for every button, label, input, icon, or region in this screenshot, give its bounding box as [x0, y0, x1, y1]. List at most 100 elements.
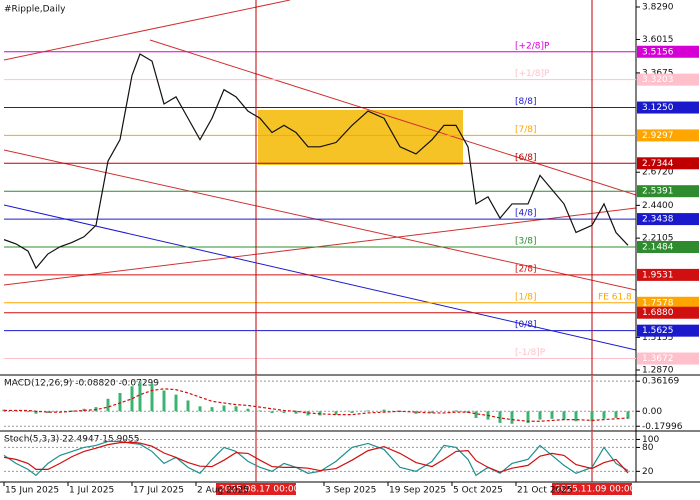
x-tick-label: 3 Sep 2025 [325, 486, 376, 496]
level-value-label: 1.3672 [642, 354, 674, 364]
y-tick-label: -0.17996 [642, 422, 683, 432]
level-name: [8/8] [515, 97, 537, 107]
histogram-bar [602, 411, 606, 419]
y-tick-label: 0.36169 [642, 377, 679, 387]
histogram-bar [118, 392, 122, 412]
histogram-bar [382, 409, 386, 412]
level-value-label: 2.1484 [642, 242, 674, 252]
macd-title: MACD(12,26,9) -0.08820 -0.07299 [4, 379, 159, 389]
level-value-label: 3.3203 [642, 75, 674, 85]
histogram-bar [186, 400, 190, 412]
y-tick-label: 80 [642, 443, 654, 453]
y-tick-label: 3.8290 [642, 2, 674, 12]
level-value-label: 1.9531 [642, 270, 674, 280]
histogram-bar [498, 411, 502, 423]
y-tick-label: 100 [642, 435, 659, 445]
level-value-label: 3.5156 [642, 47, 674, 57]
histogram-bar [526, 411, 530, 423]
histogram-bar [198, 406, 202, 412]
histogram-bar [614, 411, 618, 418]
histogram-bar [350, 411, 354, 413]
level-label-bg [637, 157, 699, 170]
annotation: FE 61.8 [598, 292, 632, 302]
histogram-bar [538, 411, 542, 420]
histogram-bar [574, 411, 578, 422]
y-tick-label: 3.6015 [642, 35, 674, 45]
level-value-label: 2.3438 [642, 215, 674, 225]
histogram-bar [414, 411, 418, 414]
y-tick-label: 2.4400 [642, 201, 674, 211]
level-name: [7/8] [515, 125, 537, 135]
x-tick-label: 2 Aug 2025 [197, 486, 249, 496]
histogram-bar [162, 390, 166, 412]
signal-line [4, 388, 629, 422]
histogram-bar [270, 411, 274, 413]
histogram-bar [510, 411, 514, 424]
decorations [3, 0, 637, 351]
marker-label: 2025.08.17 00:00 [219, 485, 300, 495]
histogram-bar [282, 411, 286, 413]
histogram-bar [430, 411, 434, 413]
histogram-bar [454, 410, 458, 412]
histogram-bar [174, 394, 178, 412]
trend-line [3, 204, 637, 351]
level-name: [6/8] [515, 153, 537, 163]
level-label-bg [637, 324, 699, 337]
level-label-bg [637, 213, 699, 226]
histogram-bar [34, 411, 38, 414]
price-line [3, 53, 629, 270]
x-tick-label: 15 Jun 2025 [5, 486, 59, 496]
level-name: [4/8] [515, 209, 537, 219]
histogram-bar [130, 386, 134, 412]
marker-label-bg [552, 483, 632, 495]
level-name: [1/8] [515, 292, 537, 302]
x-tick-label: 19 Sep 2025 [389, 486, 446, 496]
level-label-bg [637, 240, 699, 253]
level-name: [+2/8]P [515, 41, 550, 51]
histogram-bar [234, 406, 238, 412]
y-tick-label: 1.2870 [642, 366, 674, 376]
histogram-bar [474, 411, 478, 418]
signal-line [3, 441, 629, 474]
histogram-bar [26, 411, 30, 413]
level-value-label: 2.5391 [642, 187, 674, 197]
histogram-bar [222, 405, 226, 412]
histogram-bar [150, 383, 154, 412]
level-value-label: 1.5625 [642, 326, 674, 336]
y-tick-label: 3.3675 [642, 68, 674, 78]
histogram-bar [590, 411, 594, 422]
y-tick-label: 0.00 [642, 407, 662, 417]
histogram-bar [334, 411, 338, 415]
level-label-bg [637, 101, 699, 114]
x-tick-label: 17 Jul 2025 [133, 486, 184, 496]
marker-label: 2025.11.09 00:00 [555, 485, 636, 495]
level-name: [+1/8]P [515, 69, 550, 79]
trend-line [3, 0, 291, 61]
level-label-bg [637, 268, 699, 281]
trend-line [3, 149, 637, 291]
chart-title: #Ripple,Daily [4, 5, 66, 15]
x-tick-label: 21 Oct 2025 [517, 486, 573, 496]
level-label-bg [637, 129, 699, 142]
level-label-bg [637, 352, 699, 365]
level-label-bg [637, 73, 699, 86]
histogram-bar [70, 410, 74, 412]
level-name: [0/8] [515, 320, 537, 330]
marker-label-bg [216, 483, 296, 495]
histogram-bar [258, 410, 262, 412]
x-tick-label: 1 Jul 2025 [69, 486, 114, 496]
histogram-bar [138, 382, 142, 412]
y-tick-label: 2.2105 [642, 234, 674, 244]
histogram-bar [46, 411, 50, 413]
histogram-bar [106, 398, 110, 412]
y-tick-label: 20 [642, 467, 654, 477]
level-label-bg [637, 45, 699, 58]
level-name: [2/8] [515, 264, 537, 274]
zone-box [258, 110, 463, 165]
level-value-label: 1.6880 [642, 308, 674, 318]
histogram-bar [550, 411, 554, 419]
level-value-label: 2.9297 [642, 131, 674, 141]
histogram-bar [210, 407, 214, 412]
